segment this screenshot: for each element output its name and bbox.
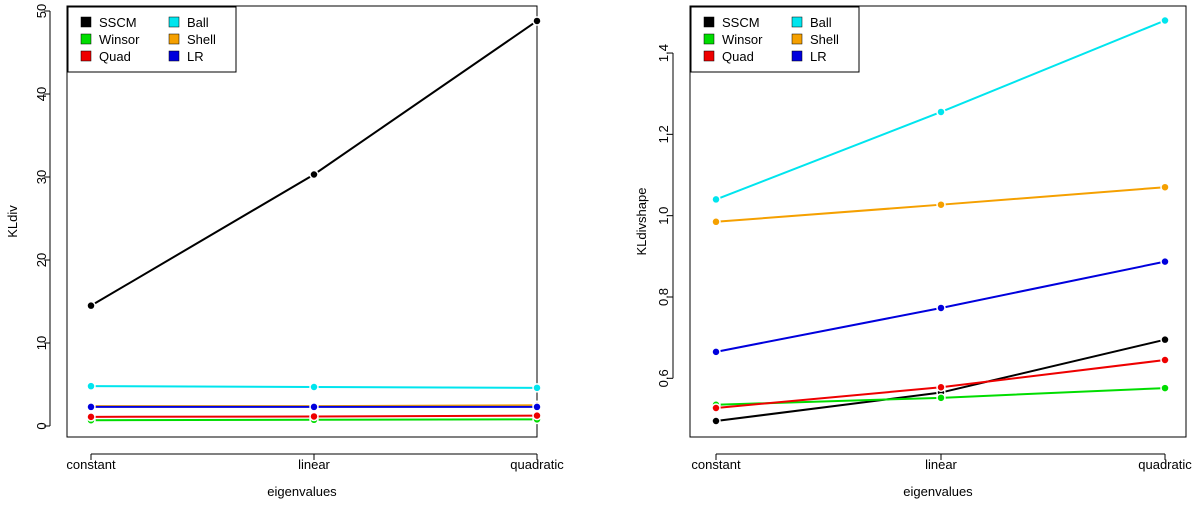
data-point-quad bbox=[711, 403, 721, 413]
legend: SSCM Winsor Quad Ball Shell LR bbox=[67, 6, 237, 73]
data-point-sscm bbox=[1160, 334, 1170, 345]
chart-panel-2: 0.6 0.8 1.0 1.2 1.4 constant linear quadratic ei… bbox=[634, 5, 1192, 499]
legend-swatch-lr bbox=[168, 50, 180, 62]
x-axis-title: eigenvalues bbox=[903, 484, 973, 499]
data-point-quad bbox=[86, 412, 96, 422]
data-point-winsor bbox=[1160, 383, 1170, 393]
y-tick-label: 20 bbox=[34, 253, 49, 267]
data-point-shell bbox=[936, 199, 946, 210]
legend-box bbox=[690, 6, 860, 73]
legend-label-ball: Ball bbox=[187, 15, 209, 30]
legend-swatch-winsor bbox=[80, 33, 92, 45]
y-tick-label: 1.2 bbox=[656, 125, 671, 143]
y-tick-label: 1.4 bbox=[656, 44, 671, 62]
legend-label-quad: Quad bbox=[99, 49, 131, 64]
data-point-lr bbox=[1160, 256, 1170, 267]
legend-swatch-quad bbox=[703, 50, 715, 62]
data-point-quad bbox=[309, 411, 319, 422]
data-point-sscm bbox=[711, 416, 721, 426]
x-tick-label: linear bbox=[298, 457, 330, 472]
y-tick-label: 30 bbox=[34, 170, 49, 184]
legend-label-lr: LR bbox=[810, 49, 827, 64]
y-tick-label: 40 bbox=[34, 87, 49, 101]
data-point-lr bbox=[86, 402, 96, 412]
plot-frame bbox=[66, 5, 538, 438]
legend-label-sscm: SSCM bbox=[99, 15, 137, 30]
legend-swatch-winsor bbox=[703, 33, 715, 45]
data-point-quad bbox=[936, 382, 946, 393]
legend-swatch-sscm bbox=[80, 16, 92, 28]
legend-label-quad: Quad bbox=[722, 49, 754, 64]
y-axis-title: KLdivshape bbox=[634, 188, 649, 256]
y-tick-label: 0.8 bbox=[656, 288, 671, 306]
y-tick-label: 0 bbox=[34, 422, 49, 429]
x-tick-label: quadratic bbox=[510, 457, 564, 472]
x-axis-title: eigenvalues bbox=[267, 484, 337, 499]
x-tick-label: constant bbox=[66, 457, 116, 472]
legend-swatch-lr bbox=[791, 50, 803, 62]
y-tick-label: 0.6 bbox=[656, 369, 671, 387]
legend: SSCM Winsor Quad Ball Shell LR bbox=[690, 6, 860, 73]
legend-label-lr: LR bbox=[187, 49, 204, 64]
y-tick-label: 1.0 bbox=[656, 207, 671, 225]
legend-swatch-quad bbox=[80, 50, 92, 62]
legend-label-shell: Shell bbox=[187, 32, 216, 47]
data-point-sscm bbox=[86, 300, 96, 311]
data-point-shell bbox=[711, 217, 721, 227]
legend-label-winsor: Winsor bbox=[722, 32, 763, 47]
legend-swatch-ball bbox=[791, 16, 803, 28]
legend-label-shell: Shell bbox=[810, 32, 839, 47]
legend-swatch-shell bbox=[791, 33, 803, 45]
series-line-sscm bbox=[715, 338, 1166, 422]
data-point-ball bbox=[532, 383, 542, 393]
legend-swatch-shell bbox=[168, 33, 180, 45]
data-point-ball bbox=[936, 107, 946, 117]
data-point-sscm bbox=[532, 16, 542, 26]
x-tick-label: linear bbox=[925, 457, 957, 472]
data-point-lr bbox=[711, 347, 721, 357]
legend-swatch-ball bbox=[168, 16, 180, 28]
data-point-ball bbox=[86, 381, 96, 391]
x-tick-label: quadratic bbox=[1138, 457, 1192, 472]
y-axis-title: KLdiv bbox=[5, 205, 20, 238]
data-point-quad bbox=[532, 410, 542, 421]
chart-panel-1: 0 10 20 30 40 50 constant linear quadratic eigenv… bbox=[5, 4, 564, 499]
data-point-shell bbox=[1160, 182, 1170, 192]
data-point-ball bbox=[309, 382, 319, 392]
plot-frame bbox=[689, 5, 1187, 438]
data-point-quad bbox=[1160, 355, 1170, 365]
data-point-sscm bbox=[309, 169, 319, 180]
data-point-lr bbox=[532, 402, 542, 412]
data-point-lr bbox=[936, 303, 946, 313]
data-point-winsor bbox=[936, 393, 946, 403]
legend-box bbox=[67, 6, 237, 73]
y-tick-label: 10 bbox=[34, 336, 49, 350]
x-tick-label: constant bbox=[691, 457, 741, 472]
legend-label-sscm: SSCM bbox=[722, 15, 760, 30]
legend-label-winsor: Winsor bbox=[99, 32, 140, 47]
y-tick-label: 50 bbox=[34, 4, 49, 18]
legend-swatch-sscm bbox=[703, 16, 715, 28]
data-point-lr bbox=[309, 402, 319, 412]
data-point-ball bbox=[1160, 15, 1170, 26]
legend-label-ball: Ball bbox=[810, 15, 832, 30]
data-point-ball bbox=[711, 194, 721, 205]
